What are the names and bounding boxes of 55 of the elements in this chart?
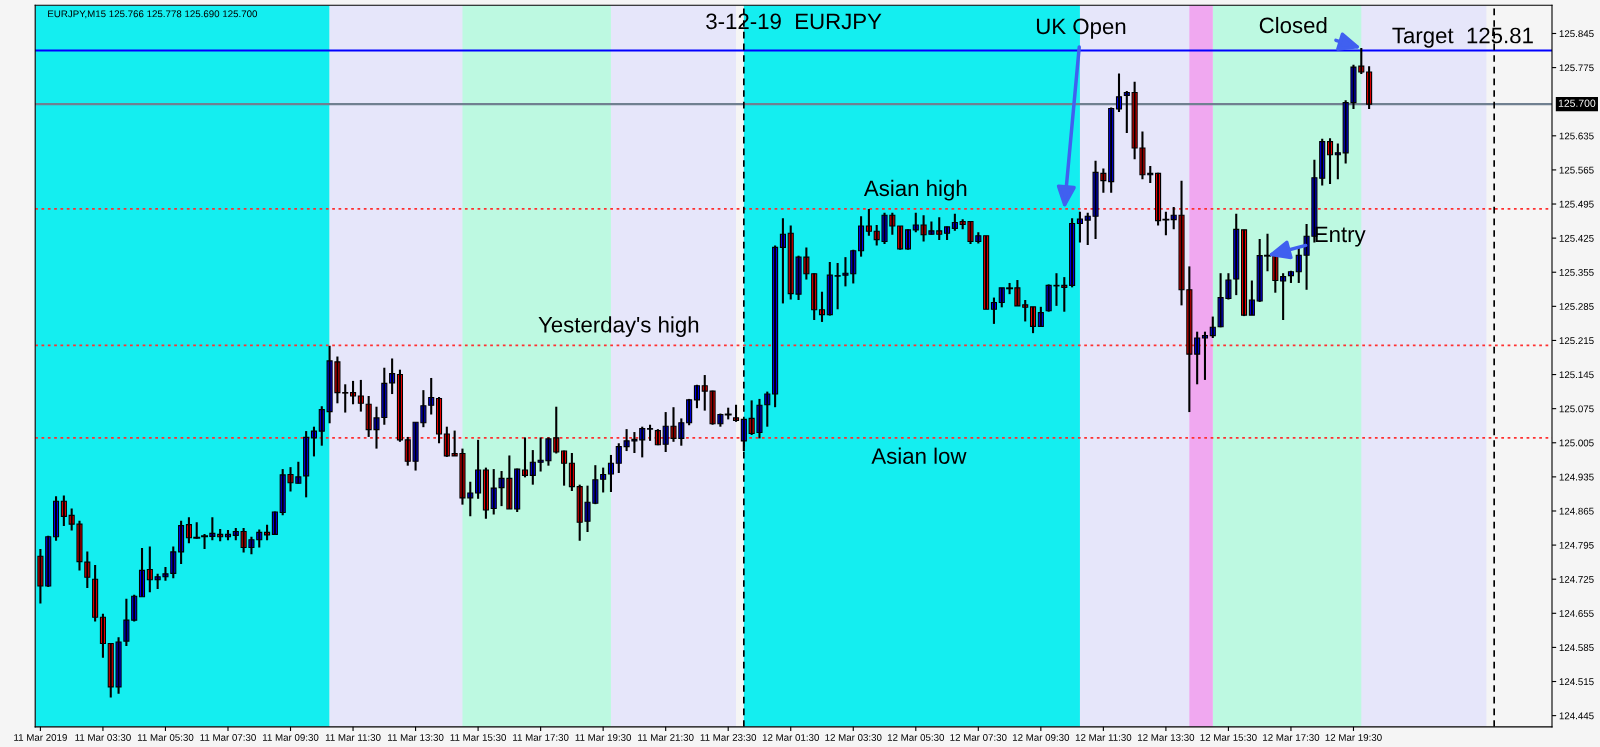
- x-tick-label: 11 Mar 13:30: [388, 734, 444, 741]
- y-tick-label: 125.075: [1559, 405, 1594, 413]
- y-tick-label: 125.565: [1559, 166, 1594, 174]
- annotation: Asian high: [863, 179, 967, 201]
- y-tick-label: 125.005: [1559, 439, 1594, 447]
- y-tick-label: 124.655: [1559, 610, 1594, 617]
- x-tick-label: 11 Mar 09:30: [262, 734, 319, 741]
- x-tick-label: 11 Mar 11:30: [325, 734, 381, 741]
- x-tick-label: 11 Mar 23:30: [700, 734, 757, 741]
- candlestick: [271, 510, 278, 536]
- ref-line-label: 125.700: [1558, 99, 1596, 107]
- candlestick: [983, 234, 990, 311]
- annotation: Asian low: [871, 447, 967, 464]
- x-tick-label: 11 Mar 07:30: [200, 734, 256, 741]
- x-tick-label: 12 Mar 07:30: [950, 734, 1007, 741]
- annotation: Yesterday's high: [538, 316, 699, 337]
- annotation: Entry: [1315, 226, 1366, 247]
- chart-title: 3-12-19 EURJPY: [706, 13, 882, 30]
- x-tick-label: 11 Mar 2019: [14, 734, 67, 741]
- y-tick-label: 125.355: [1559, 268, 1594, 276]
- y-tick-label: 124.935: [1559, 473, 1594, 481]
- y-tick-label: 124.865: [1559, 507, 1594, 515]
- y-tick-label: 125.775: [1559, 64, 1594, 72]
- x-tick-label: 12 Mar 15:30: [1200, 734, 1257, 741]
- candlestick: [904, 228, 912, 251]
- x-tick-label: 12 Mar 05:30: [887, 734, 945, 741]
- x-tick-label: 12 Mar 11:30: [1075, 734, 1132, 741]
- x-tick-label: 11 Mar 19:30: [575, 734, 632, 741]
- candlestick: [897, 224, 904, 251]
- x-tick-label: 11 Mar 21:30: [638, 734, 694, 741]
- annotation: Target 125.81: [1392, 27, 1533, 48]
- y-tick-label: 124.515: [1559, 678, 1594, 686]
- chart-subtitle: EURJPY,M15 125.766 125.778 125.690 125.700: [48, 10, 258, 19]
- x-tick-label: 11 Mar 17:30: [513, 734, 569, 741]
- x-tick-label: 11 Mar 05:30: [137, 734, 194, 741]
- x-tick-label: 12 Mar 19:30: [1325, 734, 1382, 741]
- x-tick-label: 12 Mar 17:30: [1263, 734, 1320, 741]
- y-tick-label: 125.215: [1559, 337, 1594, 345]
- x-tick-label: 11 Mar 03:30: [75, 734, 131, 741]
- y-tick-label: 125.495: [1559, 200, 1594, 208]
- x-tick-label: 12 Mar 03:30: [825, 734, 882, 741]
- x-tick-label: 11 Mar 15:30: [450, 734, 507, 741]
- x-tick-label: 12 Mar 09:30: [1012, 734, 1070, 741]
- y-tick-label: 124.795: [1559, 541, 1594, 549]
- x-tick-label: 12 Mar 13:30: [1138, 734, 1195, 741]
- y-tick-label: 125.635: [1559, 132, 1594, 140]
- annotation: Closed: [1259, 16, 1327, 34]
- y-tick-label: 125.145: [1559, 371, 1594, 379]
- y-tick-label: 125.845: [1559, 30, 1594, 38]
- y-tick-label: 125.285: [1559, 303, 1594, 310]
- y-tick-label: 125.425: [1559, 234, 1594, 242]
- y-tick-label: 124.585: [1559, 644, 1594, 652]
- y-tick-label: 124.725: [1559, 575, 1594, 583]
- x-tick-label: 12 Mar 01:30: [762, 734, 819, 741]
- y-tick-label: 124.445: [1559, 712, 1594, 720]
